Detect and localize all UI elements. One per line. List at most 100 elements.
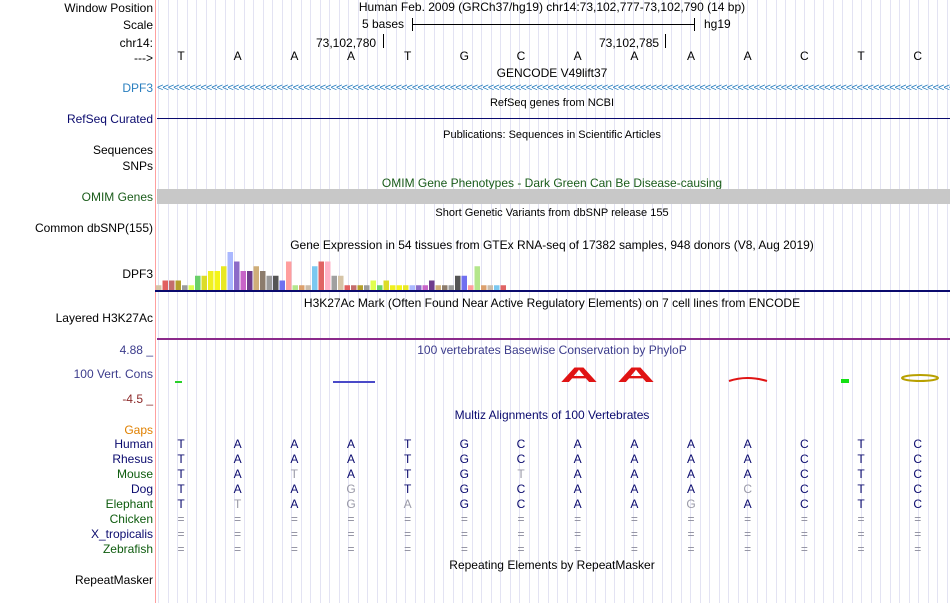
gtex-bar[interactable] bbox=[461, 275, 468, 290]
alignment-base: G bbox=[686, 497, 696, 511]
alignment-base: C bbox=[743, 482, 753, 496]
gtex-bar[interactable] bbox=[377, 285, 383, 290]
gtex-bar[interactable] bbox=[383, 280, 390, 291]
ref-base: A bbox=[743, 49, 752, 63]
gtex-bar[interactable] bbox=[474, 266, 481, 290]
gtex-bar[interactable] bbox=[286, 261, 292, 291]
species-label-chicken[interactable]: Chicken bbox=[109, 512, 153, 526]
gtex-bar[interactable] bbox=[188, 285, 195, 290]
refseq-label[interactable]: RefSeq Curated bbox=[66, 112, 153, 126]
sequences-label[interactable]: Sequences bbox=[92, 143, 153, 157]
gtex-bar[interactable] bbox=[240, 271, 247, 290]
gtex-bar[interactable] bbox=[357, 285, 364, 290]
gtex-bar[interactable] bbox=[494, 285, 500, 290]
species-label-mouse[interactable]: Mouse bbox=[116, 467, 153, 481]
species-label-elephant[interactable]: Elephant bbox=[105, 497, 153, 511]
gtex-bar[interactable] bbox=[299, 285, 305, 290]
alignment-base: = bbox=[800, 542, 808, 556]
alignment-base: T bbox=[177, 497, 185, 511]
alignment-base: = bbox=[234, 512, 242, 526]
species-label-x_tropicalis[interactable]: X_tropicalis bbox=[90, 527, 153, 541]
gtex-bar[interactable] bbox=[442, 285, 448, 290]
h3k27ac-signal-line[interactable] bbox=[157, 338, 950, 340]
gtex-bar[interactable] bbox=[468, 285, 474, 290]
gtex-bar[interactable] bbox=[221, 266, 227, 290]
snps-label[interactable]: SNPs bbox=[122, 159, 153, 173]
gtex-bar[interactable] bbox=[214, 271, 221, 290]
gtex-bar[interactable] bbox=[500, 285, 507, 290]
gtex-bar[interactable] bbox=[195, 275, 201, 290]
omim-label[interactable]: OMIM Genes bbox=[81, 190, 153, 204]
gtex-bar[interactable] bbox=[156, 285, 162, 290]
gtex-bar[interactable] bbox=[175, 280, 182, 291]
left-margin-line bbox=[155, 0, 156, 603]
dpf3-gene-label[interactable]: DPF3 bbox=[122, 81, 153, 95]
dbsnp-label[interactable]: Common dbSNP(155) bbox=[34, 221, 153, 235]
gtex-bar[interactable] bbox=[364, 285, 370, 290]
conservation-max: 4.88 _ bbox=[119, 343, 153, 357]
gtex-bar[interactable] bbox=[266, 275, 273, 290]
gtex-bar[interactable] bbox=[403, 285, 409, 290]
gtex-bar[interactable] bbox=[422, 285, 429, 290]
gtex-bar[interactable] bbox=[247, 271, 253, 290]
gtex-bar[interactable] bbox=[318, 261, 325, 291]
alignment-base: = bbox=[744, 512, 752, 526]
ref-base: C bbox=[913, 49, 923, 63]
gtex-bar[interactable] bbox=[487, 285, 494, 290]
alignment-base: C bbox=[913, 482, 923, 496]
gtex-bar[interactable] bbox=[351, 285, 357, 290]
alignment-base: = bbox=[630, 512, 638, 526]
h3k27ac-label[interactable]: Layered H3K27Ac bbox=[55, 311, 153, 325]
gtex-bar[interactable] bbox=[325, 261, 331, 291]
alignment-base: C bbox=[913, 452, 923, 466]
alignment-base: C bbox=[913, 467, 923, 481]
alignment-base: = bbox=[290, 527, 298, 541]
gtex-bar[interactable] bbox=[305, 285, 312, 290]
gtex-bar[interactable] bbox=[169, 280, 175, 291]
gtex-label[interactable]: DPF3 bbox=[122, 267, 153, 281]
gtex-bar-chart[interactable] bbox=[155, 250, 950, 292]
gtex-bar[interactable] bbox=[227, 252, 234, 290]
conservation-logo[interactable]: A A bbox=[155, 364, 950, 390]
alignment-base: A bbox=[346, 437, 355, 451]
gtex-bar[interactable] bbox=[409, 285, 416, 290]
gtex-bar[interactable] bbox=[331, 275, 338, 290]
gtex-bar[interactable] bbox=[481, 285, 487, 290]
gtex-bar[interactable] bbox=[455, 275, 461, 290]
gtex-bar[interactable] bbox=[435, 285, 442, 290]
gtex-bar[interactable] bbox=[260, 271, 266, 290]
species-label-rhesus[interactable]: Rhesus bbox=[112, 452, 153, 466]
gtex-bar[interactable] bbox=[253, 266, 260, 290]
gtex-bar[interactable] bbox=[396, 285, 403, 290]
alignment-base: T bbox=[857, 497, 865, 511]
gtex-bar[interactable] bbox=[292, 285, 299, 290]
alignment-base: C bbox=[800, 497, 809, 511]
gtex-bar[interactable] bbox=[338, 275, 344, 290]
gtex-bar[interactable] bbox=[390, 285, 396, 290]
gtex-bar[interactable] bbox=[273, 275, 279, 290]
gtex-bar[interactable] bbox=[201, 275, 208, 290]
coord-73102780: 73,102,780 bbox=[316, 36, 377, 50]
gtex-bar[interactable] bbox=[234, 261, 240, 291]
gtex-bar[interactable] bbox=[162, 280, 169, 291]
gtex-bar[interactable] bbox=[344, 285, 351, 290]
species-label-human[interactable]: Human bbox=[114, 437, 153, 451]
conservation-label[interactable]: 100 Vert. Cons bbox=[73, 367, 153, 381]
alignment-base: = bbox=[347, 527, 355, 541]
gtex-bar[interactable] bbox=[370, 280, 377, 291]
omim-gene-bar[interactable] bbox=[157, 189, 950, 204]
gtex-bar[interactable] bbox=[448, 285, 455, 290]
gtex-bar[interactable] bbox=[279, 280, 286, 291]
species-label-dog[interactable]: Dog bbox=[130, 482, 153, 496]
gtex-bar[interactable] bbox=[312, 266, 318, 290]
gtex-bar[interactable] bbox=[429, 280, 435, 291]
gtex-bar[interactable] bbox=[416, 285, 422, 290]
repeatmasker-label[interactable]: RepeatMasker bbox=[74, 573, 153, 587]
refseq-gene-line[interactable] bbox=[157, 118, 950, 119]
species-label-zebrafish[interactable]: Zebrafish bbox=[102, 542, 153, 556]
dpf3-gene-feature[interactable]: <<<<<<<<<<<<<<<<<<<<<<<<<<<<<<<<<<<<<<<<… bbox=[157, 82, 950, 94]
alignment-base: = bbox=[574, 527, 582, 541]
gtex-bar[interactable] bbox=[182, 285, 188, 290]
gtex-bar[interactable] bbox=[208, 271, 214, 290]
alignment-base: = bbox=[857, 512, 865, 526]
